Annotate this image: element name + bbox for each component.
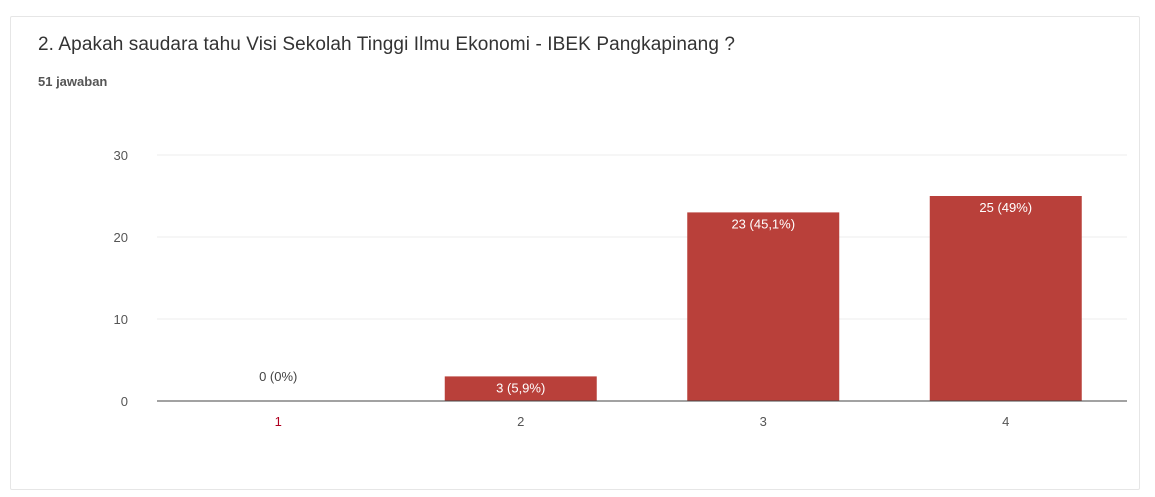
y-tick-label: 0 bbox=[121, 394, 128, 409]
question-title: 2. Apakah saudara tahu Visi Sekolah Ting… bbox=[38, 34, 736, 55]
response-count: 51 jawaban bbox=[38, 74, 108, 89]
x-tick-label: 2 bbox=[517, 414, 524, 429]
y-tick-label: 10 bbox=[114, 312, 128, 327]
x-tick-label: 1 bbox=[275, 414, 282, 429]
bar bbox=[444, 376, 597, 401]
data-label: 3 (5,9%) bbox=[496, 380, 545, 395]
data-label: 25 (49%) bbox=[979, 200, 1032, 215]
y-tick-label: 20 bbox=[114, 230, 128, 245]
y-tick-label: 30 bbox=[114, 148, 128, 163]
bar bbox=[929, 196, 1082, 401]
data-label: 0 (0%) bbox=[259, 369, 297, 384]
x-tick-label: 3 bbox=[760, 414, 767, 429]
bar bbox=[687, 212, 840, 401]
data-label: 23 (45,1%) bbox=[731, 216, 795, 231]
x-tick-label: 4 bbox=[1002, 414, 1009, 429]
